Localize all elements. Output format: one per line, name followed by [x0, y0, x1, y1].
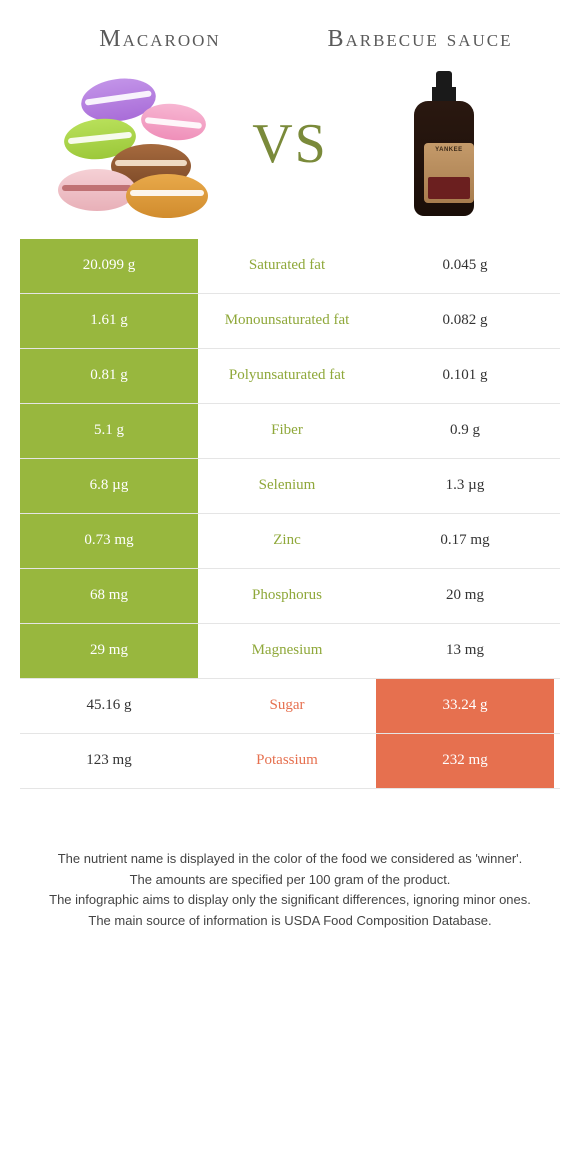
footer-line: The nutrient name is displayed in the co…	[40, 849, 540, 870]
comparison-table: 20.099 gSaturated fat0.045 g1.61 gMonoun…	[0, 239, 580, 789]
nutrient-label: Monounsaturated fat	[198, 294, 376, 348]
left-value: 29 mg	[20, 624, 198, 678]
nutrient-label: Potassium	[198, 734, 376, 788]
left-value: 0.73 mg	[20, 514, 198, 568]
right-value: 0.045 g	[376, 239, 554, 293]
nutrient-label: Saturated fat	[198, 239, 376, 293]
table-row: 1.61 gMonounsaturated fat0.082 g	[20, 294, 560, 349]
title-left: Macaroon	[30, 26, 290, 53]
nutrient-label: Fiber	[198, 404, 376, 458]
table-row: 68 mgPhosphorus20 mg	[20, 569, 560, 624]
left-value: 45.16 g	[20, 679, 198, 733]
table-row: 20.099 gSaturated fat0.045 g	[20, 239, 560, 294]
table-row: 45.16 gSugar33.24 g	[20, 679, 560, 734]
macaroon-image	[30, 69, 242, 219]
left-value: 20.099 g	[20, 239, 198, 293]
images-row: VS YANKEE	[0, 64, 580, 239]
left-value: 6.8 µg	[20, 459, 198, 513]
footer-line: The infographic aims to display only the…	[40, 890, 540, 911]
table-row: 123 mgPotassium232 mg	[20, 734, 560, 789]
nutrient-label: Zinc	[198, 514, 376, 568]
footer-line: The amounts are specified per 100 gram o…	[40, 870, 540, 891]
left-value: 1.61 g	[20, 294, 198, 348]
left-value: 123 mg	[20, 734, 198, 788]
right-value: 232 mg	[376, 734, 554, 788]
table-row: 6.8 µgSelenium1.3 µg	[20, 459, 560, 514]
vs-label: VS	[242, 112, 338, 176]
right-value: 0.082 g	[376, 294, 554, 348]
nutrient-label: Phosphorus	[198, 569, 376, 623]
table-row: 29 mgMagnesium13 mg	[20, 624, 560, 679]
nutrient-label: Selenium	[198, 459, 376, 513]
right-value: 33.24 g	[376, 679, 554, 733]
footer-line: The main source of information is USDA F…	[40, 911, 540, 932]
right-value: 0.9 g	[376, 404, 554, 458]
right-value: 13 mg	[376, 624, 554, 678]
table-row: 0.81 gPolyunsaturated fat0.101 g	[20, 349, 560, 404]
right-value: 0.17 mg	[376, 514, 554, 568]
nutrient-label: Magnesium	[198, 624, 376, 678]
left-value: 0.81 g	[20, 349, 198, 403]
bbq-sauce-image: YANKEE	[338, 69, 550, 219]
header: Macaroon Barbecue sauce	[0, 0, 580, 64]
right-value: 1.3 µg	[376, 459, 554, 513]
table-row: 5.1 gFiber0.9 g	[20, 404, 560, 459]
table-row: 0.73 mgZinc0.17 mg	[20, 514, 560, 569]
left-value: 5.1 g	[20, 404, 198, 458]
nutrient-label: Polyunsaturated fat	[198, 349, 376, 403]
right-value: 0.101 g	[376, 349, 554, 403]
left-value: 68 mg	[20, 569, 198, 623]
nutrient-label: Sugar	[198, 679, 376, 733]
title-right: Barbecue sauce	[290, 25, 550, 54]
footer-notes: The nutrient name is displayed in the co…	[0, 789, 580, 932]
right-value: 20 mg	[376, 569, 554, 623]
